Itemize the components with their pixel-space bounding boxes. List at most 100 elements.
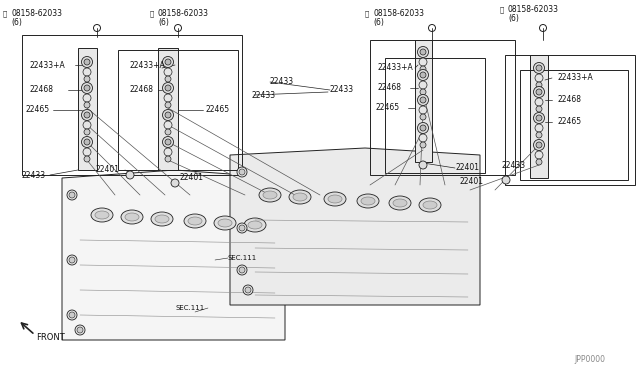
Circle shape [534,112,545,124]
Circle shape [171,179,179,187]
Circle shape [84,76,90,82]
Circle shape [84,112,90,118]
Ellipse shape [155,215,169,223]
Circle shape [69,257,75,263]
Circle shape [164,148,172,156]
Ellipse shape [248,221,262,229]
Circle shape [419,58,427,66]
Text: 22433: 22433 [270,77,294,87]
Circle shape [420,72,426,78]
Circle shape [83,94,91,102]
Text: 08158-62033: 08158-62033 [508,6,559,15]
Text: (6): (6) [11,17,22,26]
Circle shape [75,325,85,335]
Bar [370,40,515,175]
Ellipse shape [289,190,311,204]
Ellipse shape [218,219,232,227]
Text: 22465: 22465 [205,106,229,115]
Ellipse shape [293,193,307,201]
Text: Ⓑ: Ⓑ [150,11,154,17]
Circle shape [502,176,510,184]
Ellipse shape [263,191,277,199]
Circle shape [534,140,545,151]
Circle shape [84,139,90,145]
Circle shape [165,129,171,135]
Text: 22401: 22401 [180,173,204,182]
Polygon shape [530,55,548,178]
Circle shape [419,134,427,142]
Ellipse shape [244,218,266,232]
Text: (6): (6) [158,17,169,26]
Circle shape [417,70,429,80]
Circle shape [164,68,172,76]
Circle shape [420,89,426,95]
Ellipse shape [419,198,441,212]
Circle shape [420,142,426,148]
Circle shape [84,129,90,135]
Circle shape [165,112,171,118]
Ellipse shape [188,217,202,225]
Text: 22433: 22433 [330,86,354,94]
Circle shape [164,94,172,102]
Text: 22433+A: 22433+A [130,61,166,70]
Circle shape [536,65,542,71]
Circle shape [417,122,429,134]
Text: 22401: 22401 [460,177,484,186]
Text: 22433+A: 22433+A [378,64,413,73]
Bar [520,70,628,180]
Text: 08158-62033: 08158-62033 [373,10,424,19]
Text: 22433: 22433 [22,170,46,180]
Circle shape [81,109,93,121]
Text: 22465: 22465 [25,106,49,115]
Circle shape [84,102,90,108]
Text: 22468: 22468 [378,83,402,93]
Text: 22468: 22468 [130,86,154,94]
Circle shape [67,255,77,265]
Circle shape [419,81,427,89]
Circle shape [536,106,542,112]
Ellipse shape [423,201,437,209]
Text: Ⓑ: Ⓑ [500,7,504,13]
Text: 22465: 22465 [376,103,400,112]
Circle shape [165,59,171,65]
Bar [22,35,242,175]
Circle shape [535,124,543,132]
Circle shape [420,49,426,55]
Text: 22465: 22465 [557,118,581,126]
Circle shape [237,167,247,177]
Circle shape [417,94,429,106]
Text: 22468: 22468 [557,96,581,105]
Circle shape [420,125,426,131]
Circle shape [165,139,171,145]
Text: 22433: 22433 [502,160,526,170]
Circle shape [239,267,245,273]
Circle shape [535,74,543,82]
Circle shape [165,102,171,108]
Circle shape [536,142,542,148]
Ellipse shape [214,216,236,230]
Circle shape [67,190,77,200]
Circle shape [165,156,171,162]
Circle shape [419,106,427,114]
Circle shape [67,310,77,320]
Ellipse shape [184,214,206,228]
Circle shape [164,121,172,129]
Ellipse shape [361,197,375,205]
Circle shape [126,171,134,179]
Text: FRONT: FRONT [36,334,65,343]
Circle shape [536,89,542,95]
Ellipse shape [125,213,139,221]
Circle shape [83,68,91,76]
Polygon shape [158,48,178,170]
Ellipse shape [389,196,411,210]
Circle shape [239,225,245,231]
Circle shape [69,192,75,198]
Ellipse shape [393,199,407,207]
Circle shape [245,287,251,293]
Circle shape [83,121,91,129]
Text: 22433+A: 22433+A [557,74,593,83]
Circle shape [536,115,542,121]
Circle shape [243,285,253,295]
Circle shape [417,46,429,58]
Circle shape [536,82,542,88]
